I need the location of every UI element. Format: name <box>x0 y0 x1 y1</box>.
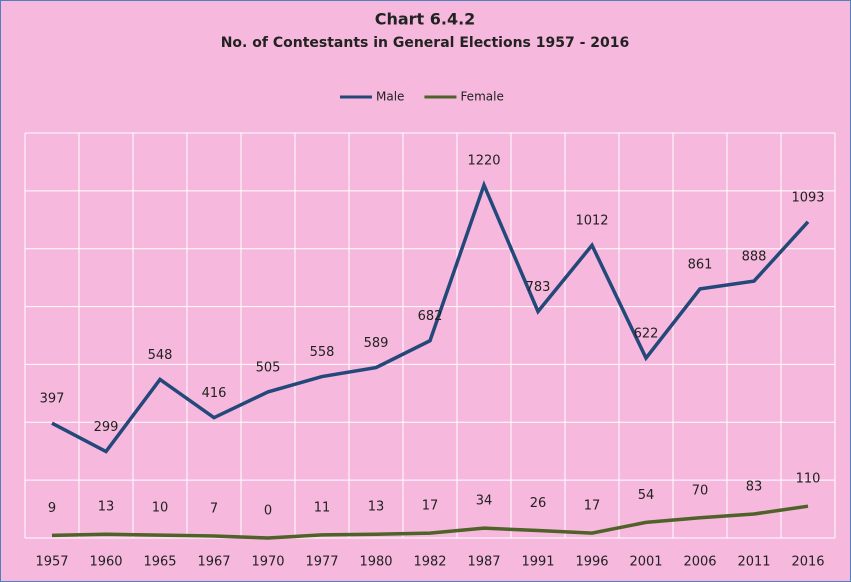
x-tick-label: 2006 <box>683 555 716 570</box>
x-tick-label: 1996 <box>575 555 608 570</box>
data-label: 54 <box>638 488 655 503</box>
data-label: 548 <box>148 348 173 363</box>
data-label: 299 <box>94 420 119 435</box>
x-tick-label: 1960 <box>89 555 122 570</box>
x-tick-label: 1991 <box>521 555 554 570</box>
x-tick-label: 1970 <box>251 555 284 570</box>
data-label: 83 <box>746 479 763 494</box>
x-tick-label: 1987 <box>467 555 500 570</box>
background <box>0 0 851 582</box>
x-tick-label: 1977 <box>305 555 338 570</box>
data-label: 11 <box>314 500 331 515</box>
data-label: 110 <box>796 472 821 487</box>
data-label: 13 <box>98 500 115 515</box>
data-label: 7 <box>210 501 218 516</box>
chart-title: Chart 6.4.2 <box>375 10 476 29</box>
chart: Chart 6.4.2 No. of Contestants in Genera… <box>0 0 851 582</box>
data-label: 70 <box>692 483 709 498</box>
data-label: 416 <box>202 386 227 401</box>
data-label: 0 <box>264 504 272 519</box>
data-label: 1093 <box>791 190 824 205</box>
data-label: 505 <box>256 360 281 375</box>
legend-label: Female <box>460 90 503 104</box>
page: Chart 6.4.2 No. of Contestants in Genera… <box>0 0 851 582</box>
x-tick-label: 1980 <box>359 555 392 570</box>
x-tick-label: 1982 <box>413 555 446 570</box>
x-tick-label: 2016 <box>791 555 824 570</box>
data-label: 26 <box>530 496 547 511</box>
data-label: 17 <box>422 499 439 514</box>
data-label: 861 <box>688 257 713 272</box>
data-label: 558 <box>310 345 335 360</box>
x-tick-label: 2001 <box>629 555 662 570</box>
legend-label: Male <box>376 90 404 104</box>
x-tick-label: 1965 <box>143 555 176 570</box>
data-label: 622 <box>634 327 659 342</box>
x-tick-label: 1967 <box>197 555 230 570</box>
data-label: 17 <box>584 499 601 514</box>
data-label: 9 <box>48 501 56 516</box>
chart-subtitle: No. of Contestants in General Elections … <box>221 35 630 51</box>
data-label: 1220 <box>467 154 500 169</box>
data-label: 397 <box>40 392 65 407</box>
data-label: 888 <box>742 250 767 265</box>
data-label: 682 <box>418 309 443 324</box>
data-label: 10 <box>152 501 169 516</box>
data-label: 13 <box>368 500 385 515</box>
data-label: 783 <box>526 280 551 295</box>
data-label: 1012 <box>575 214 608 229</box>
x-tick-label: 1957 <box>35 555 68 570</box>
data-label: 589 <box>364 336 389 351</box>
x-tick-label: 2011 <box>737 555 770 570</box>
data-label: 34 <box>476 494 493 509</box>
